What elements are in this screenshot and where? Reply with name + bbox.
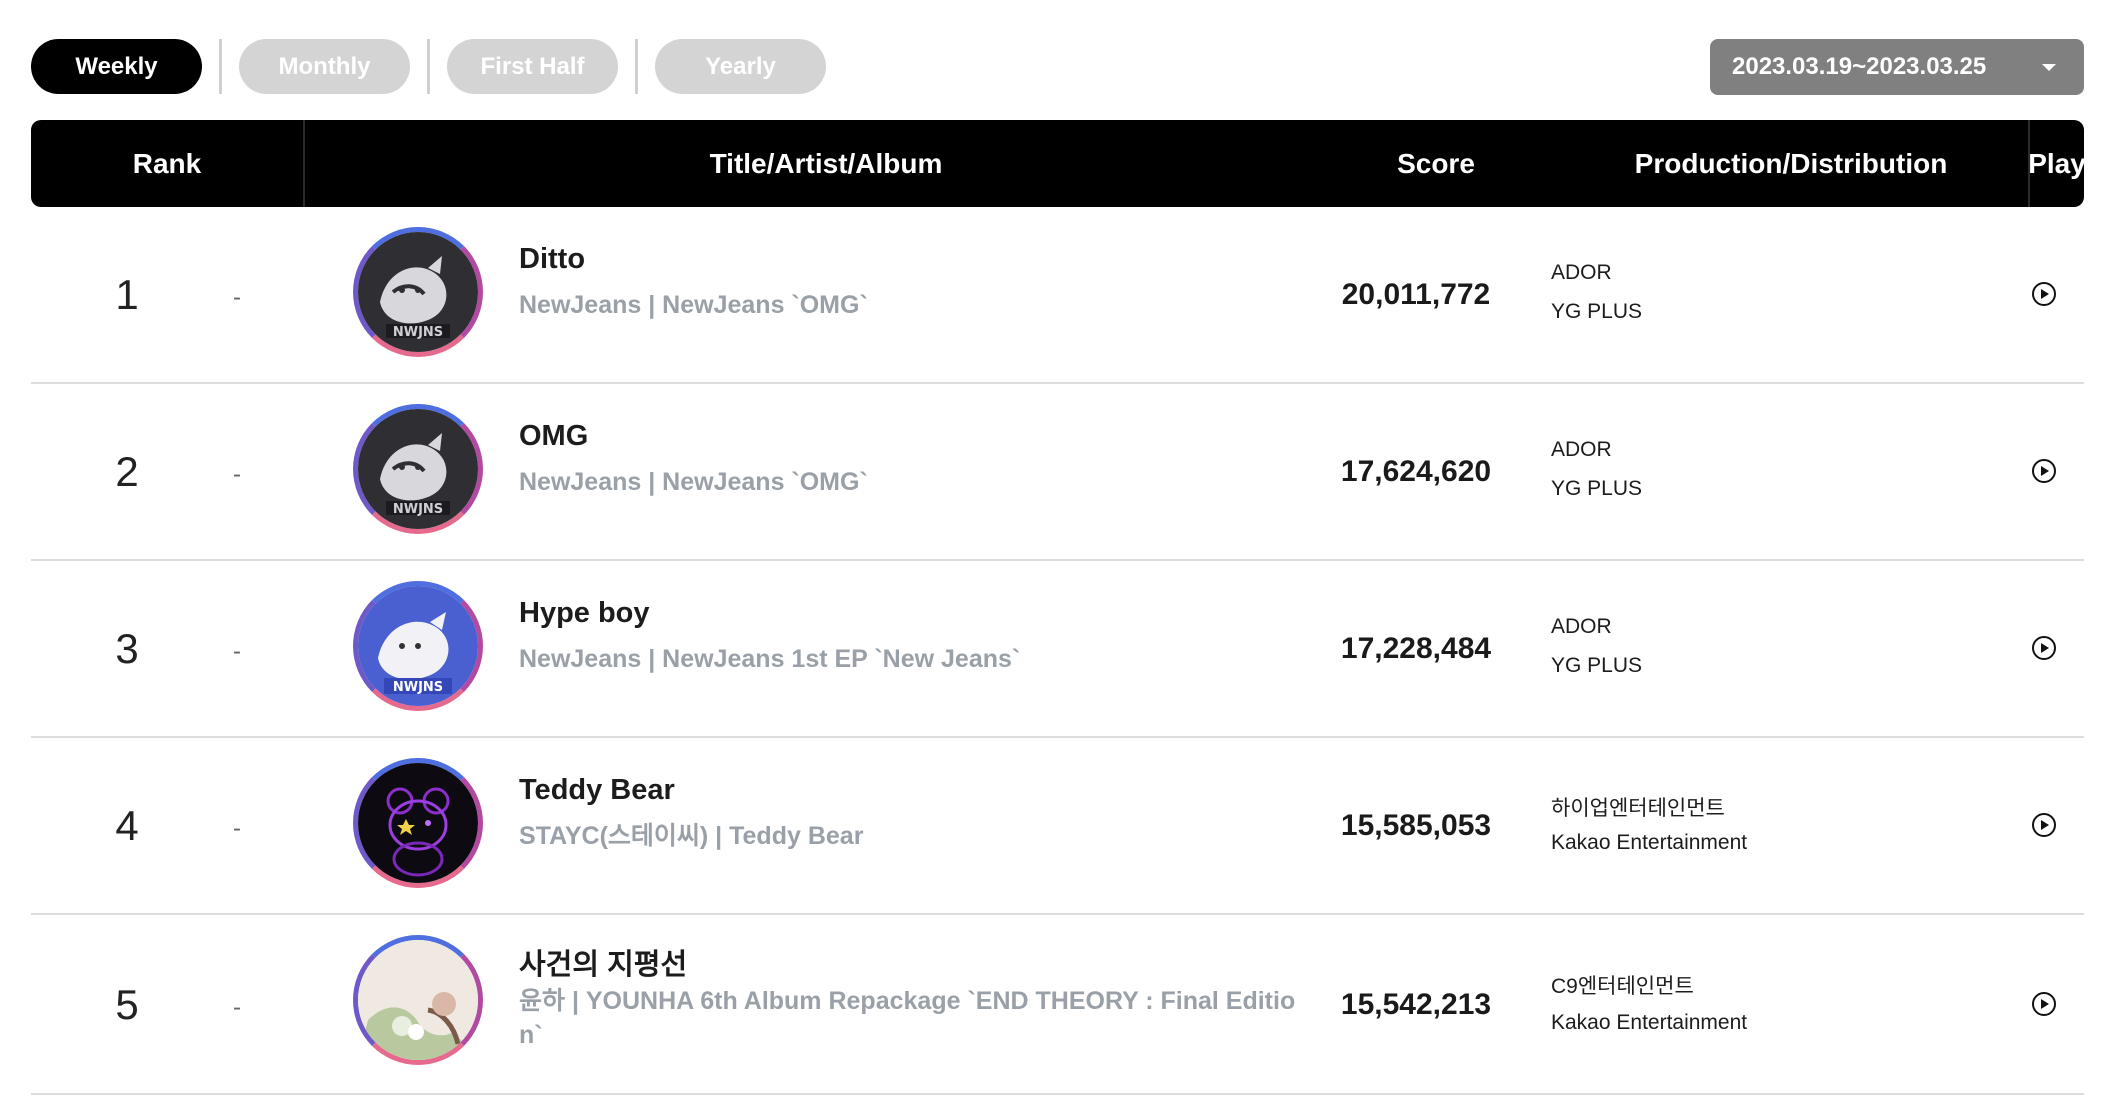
distribution-company: Kakao Entertainment: [1551, 1011, 1748, 1034]
svg-text:NWJNS: NWJNS: [393, 502, 443, 517]
tab-divider: [219, 39, 222, 94]
tab-divider: [427, 39, 430, 94]
artist-album[interactable]: 윤하 | YOUNHA 6th Album Repackage `END THE…: [519, 987, 1296, 1049]
artist-album[interactable]: NewJeans | NewJeans `OMG`: [519, 291, 868, 319]
tab-first-half[interactable]: First Half: [447, 39, 618, 94]
header-divider: [2028, 120, 2030, 207]
distribution-company: YG PLUS: [1551, 654, 1643, 677]
svg-text:NWJNS: NWJNS: [393, 680, 443, 695]
album-cover[interactable]: NWJNS: [353, 227, 483, 357]
production-company: C9엔터테인먼트: [1551, 975, 1694, 998]
song-title[interactable]: Ditto: [519, 243, 586, 275]
song-title[interactable]: 사건의 지평선: [519, 949, 688, 981]
song-title[interactable]: Hype boy: [519, 597, 650, 629]
chart-row: 1 - NWJNS Ditto NewJeans | NewJeans `OMG…: [31, 207, 2084, 384]
artist-album[interactable]: NewJeans | NewJeans 1st EP `New Jeans`: [519, 645, 1021, 673]
rank-number: 4: [115, 802, 139, 849]
album-cover[interactable]: NWJNS: [353, 404, 483, 534]
score-value: 15,542,213: [1340, 988, 1492, 1021]
production-company: ADOR: [1551, 615, 1612, 638]
album-cover[interactable]: [353, 758, 483, 888]
rank-number: 5: [115, 981, 139, 1028]
play-circle-icon[interactable]: [2031, 635, 2057, 661]
header-play: Play: [2028, 147, 2086, 179]
date-range-label: 2023.03.19~2023.03.25: [1732, 53, 1987, 80]
rank-change: -: [233, 815, 241, 842]
rank-number: 3: [115, 625, 139, 672]
rank-change: -: [233, 994, 241, 1021]
period-tabs: Weekly Monthly First Half Yearly: [31, 39, 826, 94]
rank-change: -: [233, 638, 241, 665]
caret-down-icon: [2042, 64, 2056, 71]
chart-row: 5 - 사건의 지평선 윤하 | YOUNHA 6th Album Repack…: [31, 915, 2084, 1095]
chart-row: 3 - NWJNS Hype boy NewJeans | NewJeans 1…: [31, 561, 2084, 738]
tab-monthly[interactable]: Monthly: [239, 39, 410, 94]
tab-divider: [635, 39, 638, 94]
header-production-distribution: Production/Distribution: [1634, 147, 1948, 179]
header-title-artist-album: Title/Artist/Album: [709, 147, 943, 179]
play-circle-icon[interactable]: [2031, 281, 2057, 307]
rank-change: -: [233, 461, 241, 488]
rank-number: 1: [115, 271, 139, 318]
distribution-company: YG PLUS: [1551, 300, 1643, 323]
tab-yearly[interactable]: Yearly: [655, 39, 826, 94]
distribution-company: Kakao Entertainment: [1551, 831, 1748, 854]
album-cover[interactable]: [353, 935, 483, 1065]
rank-change: -: [233, 284, 241, 311]
artist-album[interactable]: STAYC(스테이씨) | Teddy Bear: [519, 822, 864, 850]
header-score: Score: [1397, 147, 1475, 179]
play-circle-icon[interactable]: [2031, 991, 2057, 1017]
play-circle-icon[interactable]: [2031, 458, 2057, 484]
chart-row: 2 - NWJNS OMG NewJeans | NewJeans `OMG` …: [31, 384, 2084, 561]
svg-text:NWJNS: NWJNS: [393, 325, 443, 340]
score-value: 17,228,484: [1340, 632, 1492, 665]
rank-number: 2: [115, 448, 139, 495]
song-title[interactable]: OMG: [519, 420, 589, 452]
production-company: ADOR: [1551, 438, 1612, 461]
tab-weekly[interactable]: Weekly: [31, 39, 202, 94]
play-circle-icon[interactable]: [2031, 812, 2057, 838]
header-divider: [303, 120, 305, 207]
artist-album[interactable]: NewJeans | NewJeans `OMG`: [519, 468, 868, 496]
production-company: 하이업엔터테인먼트: [1551, 797, 1725, 820]
score-value: 17,624,620: [1340, 455, 1492, 488]
chart-row: 4 - Teddy Bear STAYC(스테이씨) | Teddy Bear …: [31, 738, 2084, 915]
score-value: 15,585,053: [1340, 809, 1492, 842]
header-rank: Rank: [132, 147, 202, 179]
album-cover[interactable]: NWJNS: [353, 581, 483, 711]
song-title[interactable]: Teddy Bear: [519, 774, 675, 806]
production-company: ADOR: [1551, 261, 1612, 284]
date-range-dropdown[interactable]: 2023.03.19~2023.03.25: [1710, 39, 2084, 95]
chart-table-header: Rank Title/Artist/Album Score Production…: [31, 120, 2086, 207]
distribution-company: YG PLUS: [1551, 477, 1643, 500]
score-value: 20,011,772: [1341, 278, 1491, 311]
